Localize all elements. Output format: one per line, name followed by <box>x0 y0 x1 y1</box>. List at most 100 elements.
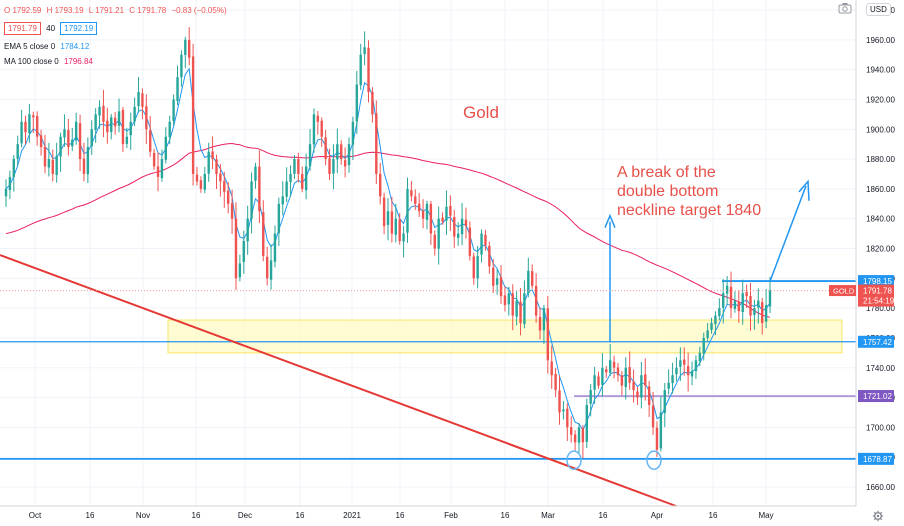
candle-body <box>343 160 347 167</box>
support-zone <box>167 319 843 354</box>
level-badge <box>858 452 894 465</box>
candle-body <box>468 227 472 256</box>
candle-body <box>503 295 507 306</box>
candle-body <box>121 110 125 145</box>
candle-body <box>410 190 413 197</box>
gear-icon[interactable] <box>872 510 884 522</box>
candle-body <box>655 427 659 450</box>
time-tick-label: Oct <box>29 511 42 520</box>
candle-body <box>375 113 378 174</box>
candle-body <box>308 144 312 167</box>
ma-value: 1796.84 <box>63 57 93 66</box>
time-tick-label: May <box>758 511 773 520</box>
candle-body <box>172 99 175 121</box>
spread-value: 40 <box>46 24 56 33</box>
time-tick-label: 2021 <box>343 511 361 520</box>
candle-body <box>320 120 323 137</box>
candle-body <box>710 323 713 330</box>
candle-body <box>480 233 483 255</box>
candle-body <box>28 114 31 134</box>
time-tick-label: Feb <box>444 511 458 520</box>
candle-body <box>679 360 682 367</box>
price-tick-label: 1880.00 <box>866 155 895 164</box>
ask-button[interactable]: 1792.19 <box>60 22 98 35</box>
price-tick-label: 1900.00 <box>866 125 895 134</box>
candle-body <box>406 188 409 233</box>
candle-body <box>39 135 43 148</box>
candle-body <box>47 159 51 168</box>
candle-body <box>226 190 230 204</box>
candle-body <box>640 375 643 398</box>
candle-body <box>20 121 23 144</box>
candle-body <box>464 219 468 227</box>
candle-body <box>612 361 616 368</box>
candle-body <box>390 211 394 234</box>
ohlc-legend: O 1792.59 H 1793.19 L 1791.21 C 1791.78 … <box>4 6 230 15</box>
candle-body <box>667 382 670 389</box>
candle-body <box>215 159 218 174</box>
candle-body <box>605 369 608 373</box>
candle-body <box>35 115 39 137</box>
candle-body <box>16 144 19 159</box>
candle-body <box>566 408 569 428</box>
candle-body <box>340 144 343 160</box>
candle-body <box>355 84 359 122</box>
camera-icon[interactable] <box>838 2 852 14</box>
ma-label: MA 100 close 0 <box>4 57 59 66</box>
price-tick-label: 1660.00 <box>866 483 895 492</box>
ema-label: EMA 5 close 0 <box>4 42 56 51</box>
candle-body <box>492 267 495 286</box>
candle-body <box>589 390 592 404</box>
candle-body <box>242 241 245 262</box>
ema-5-line <box>5 67 771 432</box>
candle-body <box>768 290 772 307</box>
candle-body <box>277 203 281 234</box>
candle-body <box>651 405 655 428</box>
currency-badge[interactable]: USD <box>866 3 891 16</box>
close-value: C 1791.78 <box>129 6 167 15</box>
candle-body <box>382 197 386 227</box>
candle-body <box>184 39 187 55</box>
candle-body <box>675 367 678 375</box>
candle-body <box>156 166 160 177</box>
candle-body <box>593 375 596 390</box>
candle-body <box>616 367 620 376</box>
candle-body <box>129 121 132 136</box>
candle-body <box>538 316 542 331</box>
candle-body <box>106 120 109 133</box>
overlays <box>0 179 856 470</box>
candle-body <box>55 156 58 176</box>
candle-body <box>24 121 27 133</box>
candle-body <box>495 278 499 285</box>
high-value: H 1793.19 <box>46 6 84 15</box>
candle-body <box>4 188 8 197</box>
candle-body <box>328 158 331 174</box>
ma-100-line <box>5 142 771 318</box>
candle-body <box>351 121 355 145</box>
candle-body <box>523 293 526 324</box>
candle-body <box>753 308 756 315</box>
price-tick-label: 1780.00 <box>866 304 895 313</box>
bid-button[interactable]: 1791.79 <box>4 22 41 35</box>
candle-body <box>113 117 117 127</box>
candle-body <box>425 203 429 220</box>
candle-body <box>686 366 690 376</box>
candle-body <box>476 255 479 279</box>
candle-body <box>332 159 335 174</box>
time-axis: Oct 16 Nov 16 Dec 16 2021 16 Feb 16 Mar 16 Apr 16 May <box>0 505 856 520</box>
candle-body <box>164 136 168 160</box>
time-tick-label: Apr <box>651 511 664 520</box>
candle-body <box>67 130 70 148</box>
candle-body <box>12 159 15 177</box>
ma-legend[interactable]: MA 100 close 0 1796.84 <box>4 57 96 66</box>
candle-body <box>273 233 277 262</box>
candle-body <box>542 308 546 331</box>
candle-body <box>663 390 666 414</box>
candle-body <box>324 137 327 160</box>
symbol-badge-label: GOLD <box>833 287 855 296</box>
candle-body <box>398 219 401 242</box>
ema-legend[interactable]: EMA 5 close 0 1784.12 <box>4 42 92 51</box>
candle-body <box>304 166 308 191</box>
candle-body <box>620 375 624 386</box>
